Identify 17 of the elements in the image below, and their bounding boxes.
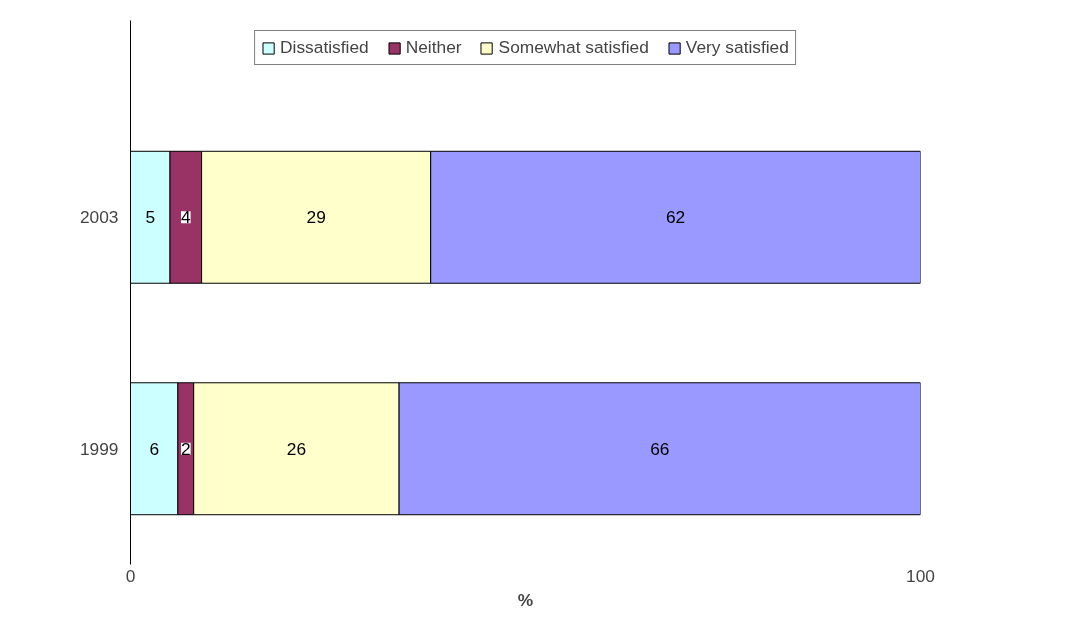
x-tick-label: 0 <box>125 565 136 586</box>
legend-label: Very satisfied <box>685 37 789 58</box>
data-label: 4 <box>180 207 191 228</box>
x-tick-label: 100 <box>906 565 935 586</box>
y-tick-label: 2003 <box>79 207 119 228</box>
legend-label: Neither <box>405 37 462 58</box>
y-tick-label: 1999 <box>79 438 119 459</box>
x-axis-title: % <box>517 589 534 610</box>
data-label: 6 <box>149 438 160 459</box>
data-label: 62 <box>665 207 686 228</box>
data-label: 66 <box>650 438 670 459</box>
data-label: 2 <box>180 438 191 459</box>
data-label: 5 <box>145 207 156 228</box>
legend-label: Dissatisfied <box>280 37 369 58</box>
legend-label: Somewhat satisfied <box>498 37 649 58</box>
data-label: 26 <box>286 438 307 459</box>
data-label: 29 <box>306 207 326 228</box>
